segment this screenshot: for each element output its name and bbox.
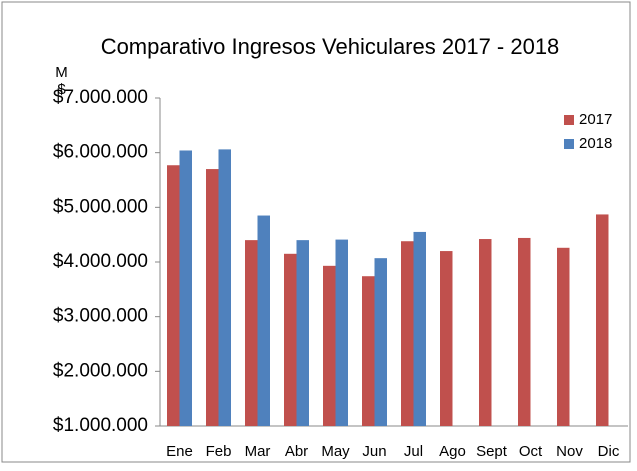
bar bbox=[335, 239, 348, 426]
legend-swatch bbox=[564, 139, 574, 149]
x-tick-label: Mar bbox=[245, 443, 271, 460]
x-tick-label: Nov bbox=[556, 443, 583, 460]
x-tick-label: Dic bbox=[598, 443, 620, 460]
bar bbox=[479, 239, 492, 426]
bar bbox=[413, 231, 426, 426]
bar bbox=[218, 149, 231, 427]
bar bbox=[596, 214, 609, 426]
x-tick-label: Feb bbox=[206, 443, 232, 460]
x-tick-label: May bbox=[321, 443, 350, 460]
y-axis-label: M$ bbox=[53, 64, 70, 98]
bar bbox=[206, 169, 219, 427]
legend-label: 2017 bbox=[579, 111, 612, 128]
legend-swatch bbox=[564, 115, 574, 125]
x-tick-label: Ene bbox=[166, 443, 193, 460]
bar bbox=[362, 276, 375, 426]
legend-label: 2018 bbox=[579, 135, 612, 152]
y-tick-label: $7.000.000 bbox=[53, 87, 148, 108]
y-tick-label: $4.000.000 bbox=[53, 251, 148, 272]
bar bbox=[518, 237, 531, 426]
x-tick-label: Abr bbox=[285, 443, 308, 460]
x-tick-label: Sept bbox=[476, 443, 508, 460]
y-tick-label: $6.000.000 bbox=[53, 142, 148, 163]
x-tick-label: Jul bbox=[404, 443, 423, 460]
bar bbox=[374, 258, 387, 426]
bar bbox=[245, 240, 258, 426]
x-tick-label: Ago bbox=[439, 443, 466, 460]
y-tick-label: $1.000.000 bbox=[53, 415, 148, 436]
x-tick-label: Oct bbox=[519, 443, 543, 460]
bar bbox=[401, 241, 414, 426]
bar bbox=[167, 165, 180, 427]
x-tick-label: Jun bbox=[362, 443, 386, 460]
bar bbox=[440, 251, 453, 426]
y-tick-label: $2.000.000 bbox=[53, 360, 148, 381]
bar bbox=[284, 253, 297, 426]
chart-border bbox=[1, 1, 631, 463]
bar bbox=[296, 240, 309, 426]
y-tick-label: $3.000.000 bbox=[53, 306, 148, 327]
bar bbox=[557, 247, 570, 426]
y-tick-label: $5.000.000 bbox=[53, 196, 148, 217]
bar bbox=[257, 215, 270, 426]
bar bbox=[179, 150, 192, 427]
chart-title: Comparativo Ingresos Vehiculares 2017 - … bbox=[101, 34, 560, 59]
bar bbox=[323, 265, 336, 426]
